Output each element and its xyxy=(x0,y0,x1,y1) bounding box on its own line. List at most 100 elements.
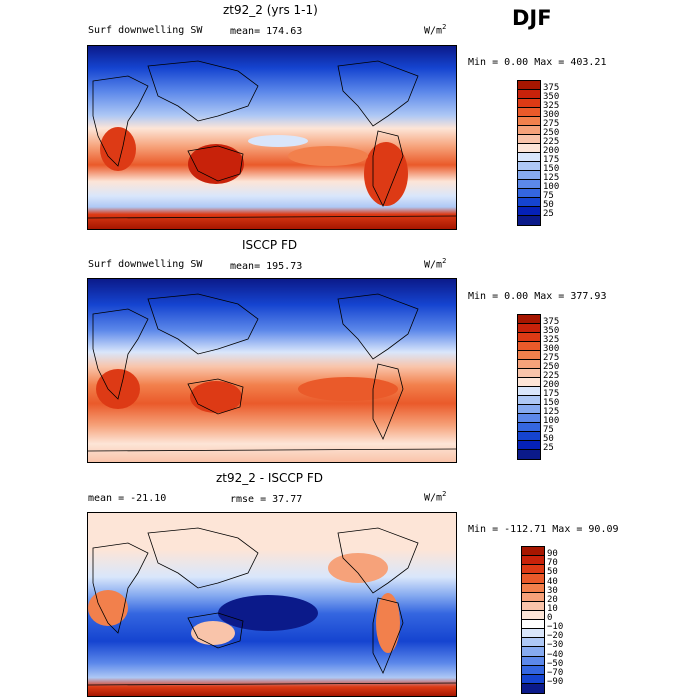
colorbar-tick-label: 250 xyxy=(543,128,560,138)
colorbar-swatch xyxy=(522,683,544,693)
colorbar-swatch xyxy=(518,117,540,126)
colorbar-swatch xyxy=(518,90,540,99)
colorbar-tick-label: 90 xyxy=(547,549,558,560)
colorbar-tick-label: 250 xyxy=(543,362,560,372)
colorbar-swatch xyxy=(518,450,540,459)
colorbar-tick-label: 175 xyxy=(543,389,560,399)
field-label: Surf downwelling SW xyxy=(88,25,203,36)
season-label: DJF xyxy=(512,6,552,30)
colorbar-swatch xyxy=(522,638,544,648)
colorbar-swatch xyxy=(522,556,544,566)
colorbar-swatch xyxy=(522,592,544,602)
units-label: W/m2 xyxy=(424,490,447,504)
minmax-stat: Min = -112.71 Max = 90.09 xyxy=(468,524,619,535)
colorbar-tick-label: 20 xyxy=(547,594,558,605)
colorbar-tick-label: 75 xyxy=(543,191,554,201)
colorbar-swatch xyxy=(518,171,540,180)
colorbar-tick-label: 150 xyxy=(543,164,560,174)
colorbar-tick-label: 300 xyxy=(543,344,560,354)
colorbar-observed xyxy=(517,314,541,460)
colorbar-swatches xyxy=(518,81,540,225)
colorbar-tick-label: 50 xyxy=(543,200,554,210)
colorbar-tick-label: 325 xyxy=(543,101,560,111)
colorbar-tick-label: 70 xyxy=(547,558,558,569)
colorbar-swatch xyxy=(518,351,540,360)
map-observed xyxy=(87,278,457,463)
field-label: Surf downwelling SW xyxy=(88,259,203,270)
colorbar-swatch xyxy=(518,99,540,108)
colorbar-tick-label: 325 xyxy=(543,335,560,345)
colorbar-tick-label: 300 xyxy=(543,110,560,120)
map-model xyxy=(87,45,457,230)
colorbar-swatch xyxy=(518,324,540,333)
colorbar-swatch xyxy=(518,441,540,450)
colorbar-swatch xyxy=(518,333,540,342)
colorbar-tick-label: −40 xyxy=(547,649,564,660)
colorbar-swatch xyxy=(518,144,540,153)
minmax-stat: Min = 0.00 Max = 377.93 xyxy=(468,291,607,302)
colorbar-swatch xyxy=(518,189,540,198)
colorbar-tick-label: 225 xyxy=(543,371,560,381)
colorbar-swatch xyxy=(522,565,544,575)
colorbar-swatch xyxy=(522,656,544,666)
colorbar-swatches xyxy=(518,315,540,459)
colorbar-swatch xyxy=(518,81,540,90)
colorbar-tick-label: 30 xyxy=(547,585,558,596)
colorbar-tick-label: 275 xyxy=(543,119,560,129)
colorbar-tick-label: −70 xyxy=(547,667,564,678)
colorbar-tick-label: 100 xyxy=(543,182,560,192)
colorbar-swatch xyxy=(518,135,540,144)
colorbar-tick-label: 200 xyxy=(543,380,560,390)
colorbar-tick-label: −20 xyxy=(547,631,564,642)
colorbar-swatch xyxy=(518,414,540,423)
units-label: W/m2 xyxy=(424,257,447,271)
colorbar-swatch xyxy=(518,180,540,189)
colorbar-swatch xyxy=(518,360,540,369)
colorbar-tick-label: 125 xyxy=(543,173,560,183)
colorbar-swatch xyxy=(522,583,544,593)
colorbar-swatch xyxy=(522,601,544,611)
rmse-stat: rmse = 37.77 xyxy=(230,494,303,505)
colorbar-swatch xyxy=(522,547,544,557)
colorbar-tick-label: 375 xyxy=(543,317,560,327)
panel-title: ISCCP FD xyxy=(242,238,298,252)
colorbar-swatch xyxy=(518,378,540,387)
colorbar-swatch xyxy=(518,423,540,432)
colorbar-swatches xyxy=(522,547,544,693)
colorbar-swatch xyxy=(522,647,544,657)
colorbar-tick-label: 75 xyxy=(543,425,554,435)
colorbar-swatch xyxy=(518,315,540,324)
colorbar-swatch xyxy=(522,629,544,639)
colorbar-tick-label: 350 xyxy=(543,326,560,336)
colorbar-tick-label: 0 xyxy=(547,613,553,623)
colorbar-swatch xyxy=(518,396,540,405)
colorbar-difference xyxy=(521,546,545,694)
colorbar-tick-label: 125 xyxy=(543,407,560,417)
colorbar-tick-label: 25 xyxy=(543,443,554,453)
colorbar-swatch xyxy=(518,369,540,378)
colorbar-swatch xyxy=(518,207,540,216)
colorbar-swatch xyxy=(522,665,544,675)
colorbar-tick-label: 375 xyxy=(543,83,560,93)
colorbar-tick-label: 25 xyxy=(543,209,554,219)
colorbar-swatch xyxy=(518,405,540,414)
colorbar-swatch xyxy=(518,162,540,171)
colorbar-swatch xyxy=(518,342,540,351)
colorbar-swatch xyxy=(518,108,540,117)
colorbar-swatch xyxy=(522,620,544,630)
colorbar-tick-label: 225 xyxy=(543,137,560,147)
mean-stat: mean= 174.63 xyxy=(230,26,303,37)
colorbar-swatch xyxy=(518,153,540,162)
colorbar-tick-label: −90 xyxy=(547,676,564,687)
colorbar-tick-label: 100 xyxy=(543,416,560,426)
colorbar-tick-label: 175 xyxy=(543,155,560,165)
colorbar-tick-label: −50 xyxy=(547,658,564,669)
colorbar-tick-label: 150 xyxy=(543,398,560,408)
colorbar-model xyxy=(517,80,541,226)
map-difference xyxy=(87,512,457,697)
colorbar-swatch xyxy=(518,432,540,441)
colorbar-swatch xyxy=(522,574,544,584)
colorbar-tick-label: −10 xyxy=(547,622,564,633)
colorbar-tick-label: 200 xyxy=(543,146,560,156)
colorbar-swatch xyxy=(518,387,540,396)
